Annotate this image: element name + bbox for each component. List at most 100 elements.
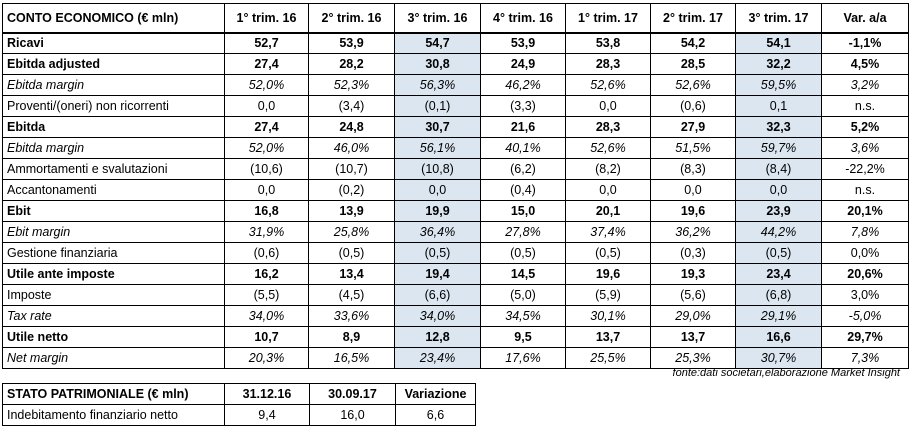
cell: 54,7 [394, 32, 481, 54]
cell: 36,2% [650, 221, 736, 243]
cell: 32,2 [735, 53, 822, 75]
cell: -22,2% [821, 158, 909, 180]
cell: 0,0 [224, 95, 309, 117]
cell: (5,6) [650, 284, 736, 306]
cell: 30,8 [394, 53, 481, 75]
header-cell: 1° trim. 17 [565, 3, 651, 34]
cell: 52,3% [308, 74, 395, 96]
cell: 29,1% [735, 305, 822, 327]
cell: (0,3) [650, 242, 736, 264]
header-cell: CONTO ECONOMICO (€ mln) [2, 3, 225, 34]
cell: 20,3% [224, 347, 309, 369]
cell: 13,7 [565, 326, 651, 348]
cell: (0,1) [394, 95, 481, 117]
table-row: Imposte (5,5) (4,5) (6,6) (5,0) (5,9) (5,6) (6,… [2, 284, 909, 306]
cell: n.s. [821, 179, 909, 201]
cell: 27,4 [224, 116, 309, 138]
cell: (0,5) [480, 242, 566, 264]
cell: 19,6 [650, 200, 736, 222]
cell: 7,3% [821, 347, 909, 369]
table-row: Net margin 20,3% 16,5% 23,4% 17,6% 25,5% 25,3%… [2, 347, 909, 369]
table-row: Ebit margin 31,9% 25,8% 36,4% 27,8% 37,4% 36,2… [2, 221, 909, 243]
cell: (0,5) [565, 242, 651, 264]
cell: 16,8 [224, 200, 309, 222]
cell: 59,7% [735, 137, 822, 159]
cell: 37,4% [565, 221, 651, 243]
cell: 27,9 [650, 116, 736, 138]
cell: 27,8% [480, 221, 566, 243]
cell: 19,6 [565, 263, 651, 285]
cell: (8,4) [735, 158, 822, 180]
cell: 13,4 [308, 263, 395, 285]
row-label: Ebitda margin [2, 74, 225, 96]
header-cell: Variazione [395, 383, 476, 405]
cell: 13,9 [308, 200, 395, 222]
cell: 17,6% [480, 347, 566, 369]
cell: (6,8) [735, 284, 822, 306]
cell: (8,2) [565, 158, 651, 180]
table-row: Indebitamento finanziario netto 9,4 16,0 6,… [2, 404, 476, 426]
cell: 53,8 [565, 32, 651, 54]
table-row: Ebitda margin 52,0% 52,3% 56,3% 46,2% 52,6% 52… [2, 74, 909, 96]
cell: 20,1% [821, 200, 909, 222]
header-cell: 3° trim. 16 [394, 3, 481, 34]
header-cell: 1° trim. 16 [224, 3, 309, 34]
cell: 53,9 [480, 32, 566, 54]
cell: (0,6) [224, 242, 309, 264]
cell: 30,1% [565, 305, 651, 327]
cell: 16,2 [224, 263, 309, 285]
cell: 28,3 [565, 116, 651, 138]
cell: 23,4% [394, 347, 481, 369]
table-row: Ammortamenti e svalutazioni (10,6) (10,7)(… [2, 158, 909, 180]
balance-table: STATO PATRIMONIALE (€ mln) 31.12.16 30.09.… [2, 383, 476, 426]
cell: (0,5) [394, 242, 481, 264]
cell: 59,5% [735, 74, 822, 96]
cell: 28,5 [650, 53, 736, 75]
cell: 34,0% [394, 305, 481, 327]
cell: 0,0 [735, 179, 822, 201]
cell: 7,8% [821, 221, 909, 243]
cell: 46,2% [480, 74, 566, 96]
cell: 0,0 [394, 179, 481, 201]
cell: 52,6% [650, 74, 736, 96]
cell: 52,6% [565, 137, 651, 159]
cell: 29,7% [821, 326, 909, 348]
cell: (10,6) [224, 158, 309, 180]
row-label: Ricavi [2, 32, 225, 54]
cell: (0,6) [650, 95, 736, 117]
cell: 54,2 [650, 32, 736, 54]
cell: 0,0 [650, 179, 736, 201]
cell: 5,2% [821, 116, 909, 138]
cell: 33,6% [308, 305, 395, 327]
cell: (5,5) [224, 284, 309, 306]
row-label: Ebit [2, 200, 225, 222]
cell: 46,0% [308, 137, 395, 159]
cell: 52,0% [224, 137, 309, 159]
cell: 40,1% [480, 137, 566, 159]
cell: (5,9) [565, 284, 651, 306]
cell: (10,7) [308, 158, 395, 180]
cell: 14,5 [480, 263, 566, 285]
cell: 19,3 [650, 263, 736, 285]
cell: 6,6 [395, 404, 476, 426]
cell: 10,7 [224, 326, 309, 348]
header-cell: 2° trim. 17 [650, 3, 736, 34]
cell: 0,0 [565, 179, 651, 201]
header-cell: STATO PATRIMONIALE (€ mln) [2, 383, 225, 405]
header-cell: Var. a/a [821, 3, 909, 34]
cell: 23,9 [735, 200, 822, 222]
header-cell: 31.12.16 [224, 383, 310, 405]
cell: 3,6% [821, 137, 909, 159]
cell: 20,1 [565, 200, 651, 222]
row-label: Ebitda [2, 116, 225, 138]
cell: 20,6% [821, 263, 909, 285]
cell: 52,7 [224, 32, 309, 54]
cell: -1,1% [821, 32, 909, 54]
cell: (8,3) [650, 158, 736, 180]
cell: 53,9 [308, 32, 395, 54]
cell: (0,5) [735, 242, 822, 264]
cell: 19,9 [394, 200, 481, 222]
cell: (6,6) [394, 284, 481, 306]
